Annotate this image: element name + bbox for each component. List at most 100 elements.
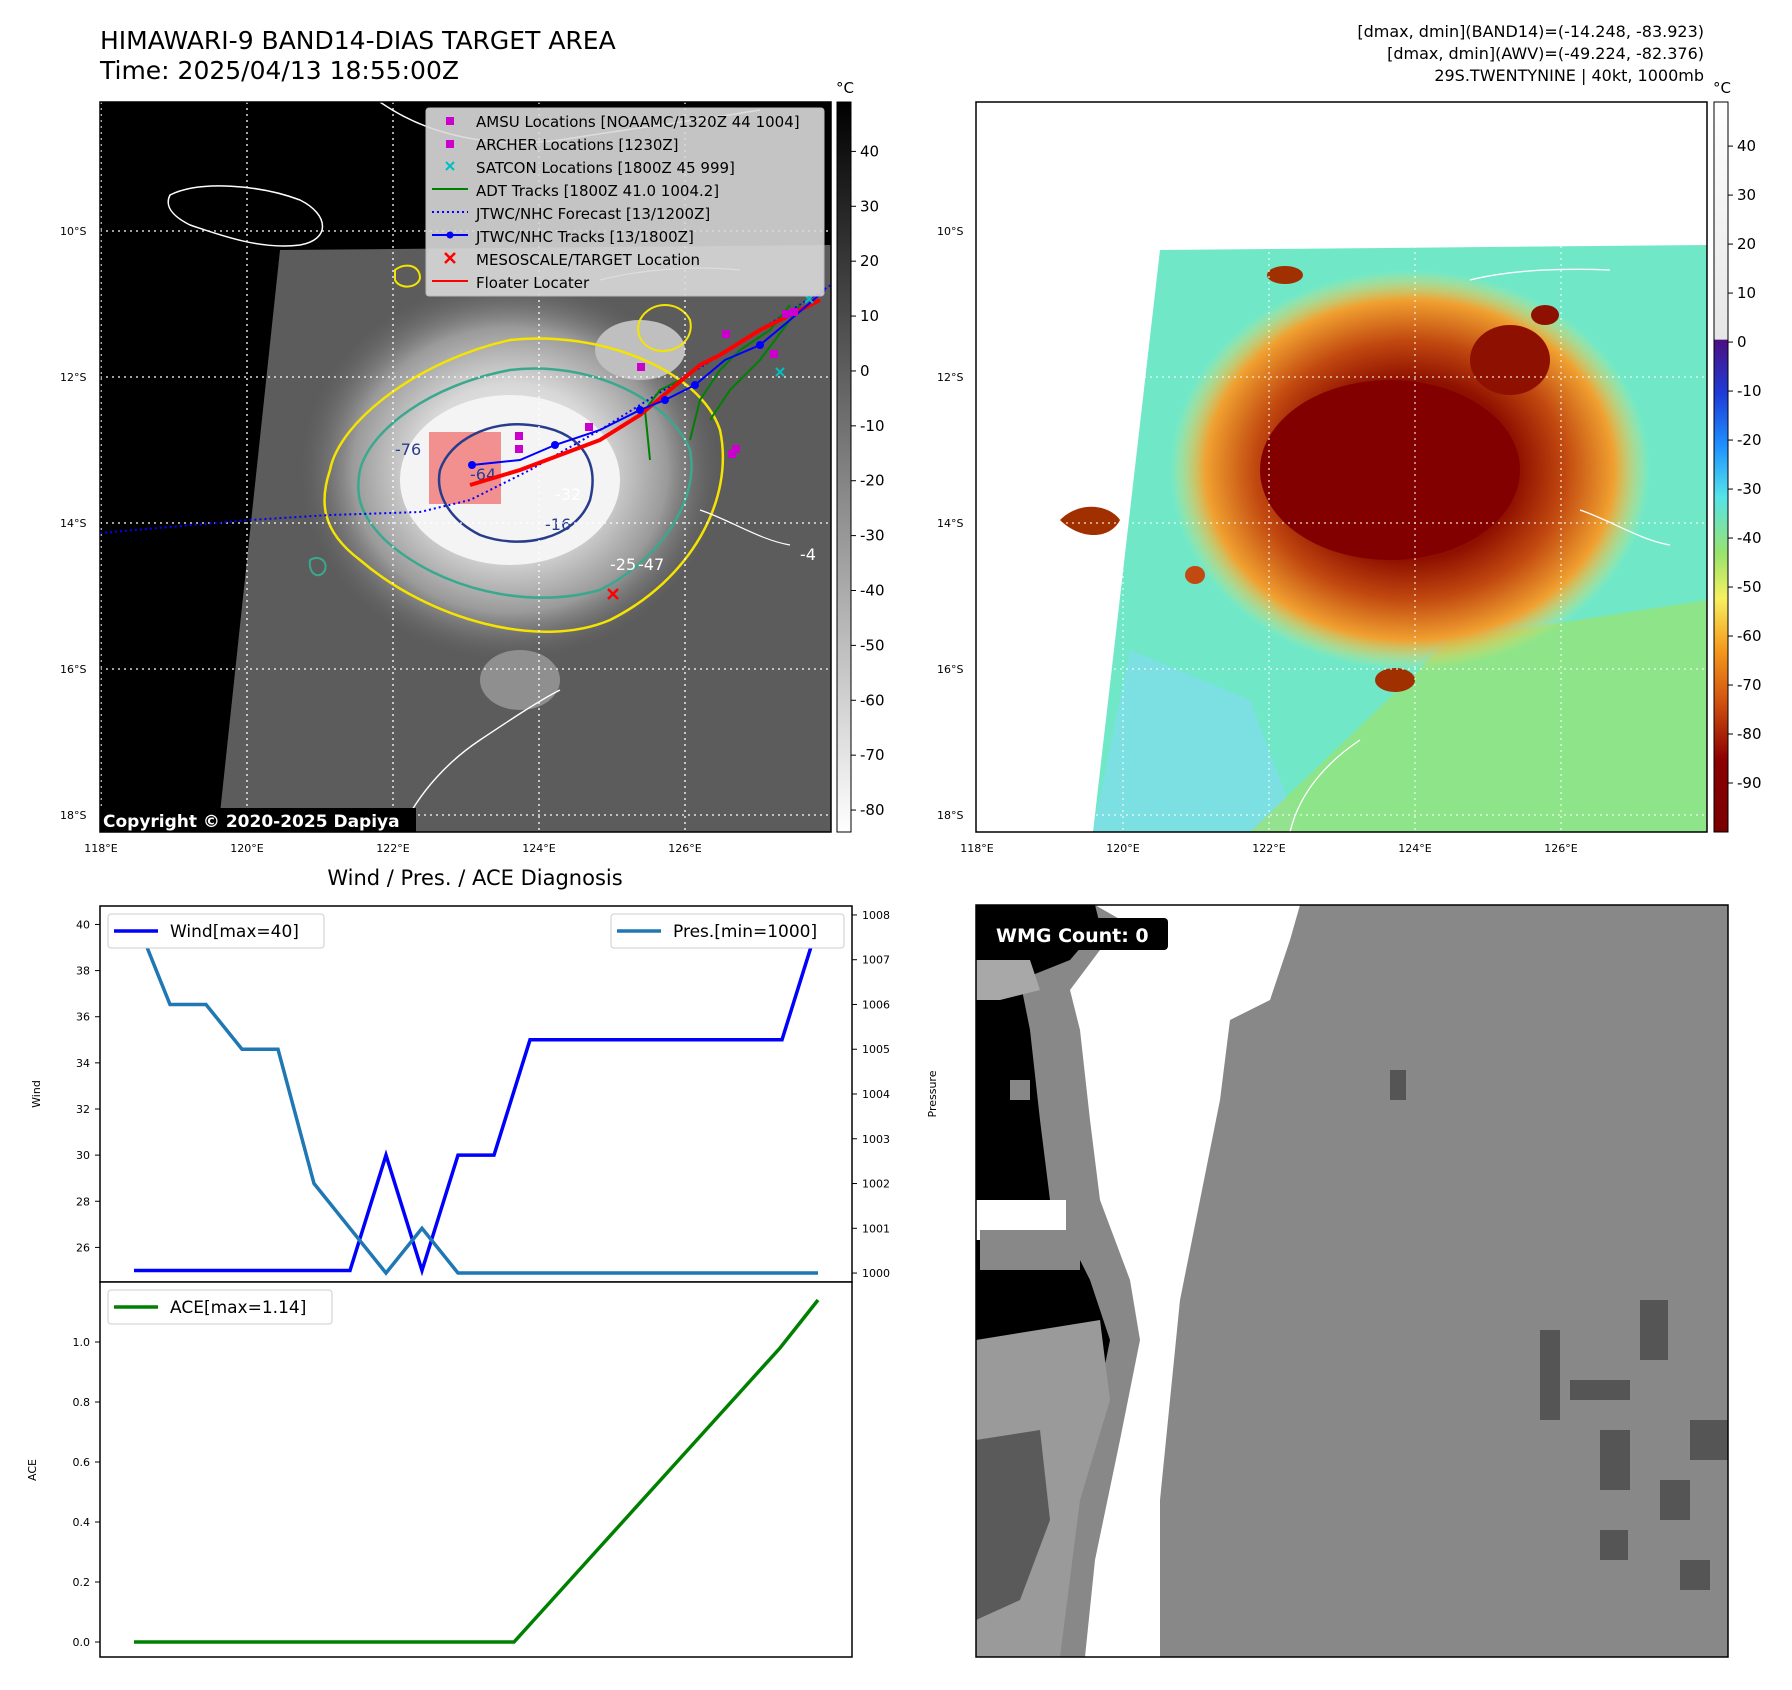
wind-tick-label: 32 (76, 1103, 90, 1116)
contour-label: -25 (610, 555, 636, 574)
colorbar-tick-label: -90 (1737, 774, 1762, 792)
info-awv: [dmax, dmin](AWV)=(-49.224, -82.376) (1387, 44, 1704, 63)
ace-panel: 0.0 0.2 0.4 0.6 0.8 1.0 ACE ACE[max=1.14] (26, 1281, 853, 1658)
ace-tick-label: 0.0 (73, 1636, 91, 1649)
pressure-tick-label: 1000 (862, 1267, 890, 1280)
wind-tick-label: 30 (76, 1149, 90, 1162)
svg-text:120°E: 120°E (1106, 842, 1139, 855)
colorbar-unit: °C (836, 79, 854, 97)
svg-text:16°S: 16°S (60, 663, 86, 676)
legend-jtwc-tracks: JTWC/NHC Tracks [13/1800Z] (475, 228, 694, 246)
pressure-tick-label: 1006 (862, 998, 890, 1011)
contour-label: -4 (800, 545, 816, 564)
svg-text:120°E: 120°E (230, 842, 263, 855)
contour-label: -47 (638, 555, 664, 574)
svg-text:10°S: 10°S (60, 225, 86, 238)
ace-tick-label: 1.0 (73, 1336, 91, 1349)
legend-satcon: SATCON Locations [1800Z 45 999] (476, 159, 735, 177)
svg-text:118°E: 118°E (84, 842, 117, 855)
svg-text:12°S: 12°S (937, 371, 963, 384)
colorbar-tick-label: -50 (860, 636, 885, 654)
legend-jtwc-forecast: JTWC/NHC Forecast [13/1200Z] (475, 205, 710, 223)
pressure-tick-label: 1005 (862, 1043, 890, 1056)
svg-text:10°S: 10°S (937, 225, 963, 238)
amsu-archer-markers (515, 308, 798, 458)
contour-teal (357, 367, 693, 599)
wmg-white-band (1070, 905, 1300, 1657)
colorbar-tick-label: 30 (1737, 186, 1756, 204)
wind-tick-label: 34 (76, 1057, 90, 1070)
contour-label: -32 (555, 485, 581, 504)
coastline (167, 185, 324, 247)
svg-text:124°E: 124°E (522, 842, 555, 855)
pressure-tick-label: 1002 (862, 1178, 890, 1191)
svg-text:14°S: 14°S (60, 517, 86, 530)
colorbar-tick-label: -20 (1737, 431, 1762, 449)
colorbar-tick-label: 30 (860, 197, 879, 215)
awv-cloud-core (1260, 380, 1520, 560)
svg-text:122°E: 122°E (1252, 842, 1285, 855)
contour-yellow (323, 337, 725, 633)
awv-lon-labels: 118°E 120°E 122°E 124°E 126°E (960, 842, 1577, 855)
ir-colorbar: °C 40 30 20 10 0 -10 -20 -30 -40 -50 -60 -70 -80 (836, 79, 885, 833)
svg-text:16°S: 16°S (937, 663, 963, 676)
colorbar-tick-label: 10 (860, 307, 879, 325)
pressure-tick-label: 1001 (862, 1222, 890, 1235)
target-location-marker (607, 588, 619, 600)
svg-text:14°S: 14°S (937, 517, 963, 530)
colorbar-tick-label: -30 (860, 527, 885, 545)
ace-tick-label: 0.6 (73, 1456, 91, 1469)
colorbar-tick-label: -60 (860, 691, 885, 709)
info-band14: [dmax, dmin](BAND14)=(-14.248, -83.923) (1357, 22, 1704, 41)
awv-map-panel: 10°S 12°S 14°S 16°S 18°S 118°E 120°E 122… (937, 101, 1708, 855)
svg-text:126°E: 126°E (1544, 842, 1577, 855)
wmg-count-label: WMG Count: 0 (996, 925, 1149, 947)
wind-tick-label: 36 (76, 1011, 90, 1024)
info-storm: 29S.TWENTYNINE | 40kt, 1000mb (1434, 66, 1704, 85)
colorbar-tick-label: -30 (1737, 480, 1762, 498)
colorbar-tick-label: -40 (1737, 529, 1762, 547)
contour-label: -76 (395, 440, 421, 459)
ace-axis-label: ACE (26, 1459, 39, 1481)
copyright-label: Copyright © 2020-2025 Dapiya (103, 812, 400, 832)
svg-text:126°E: 126°E (668, 842, 701, 855)
legend-amsu: AMSU Locations [NOAAMC/1320Z 44 1004] (476, 113, 800, 131)
svg-text:Pres.[min=1000]: Pres.[min=1000] (673, 922, 817, 942)
wind-tick-label: 40 (76, 918, 90, 931)
legend-adt: ADT Tracks [1800Z 41.0 1004.2] (476, 182, 719, 200)
svg-text:18°S: 18°S (60, 809, 86, 822)
map-legend: AMSU Locations [NOAAMC/1320Z 44 1004] AR… (425, 107, 825, 297)
ir-lat-labels: 10°S 12°S 14°S 16°S 18°S (60, 225, 86, 822)
chart-time: Time: 2025/04/13 18:55:00Z (100, 56, 459, 85)
pressure-tick-label: 1003 (862, 1133, 890, 1146)
colorbar-tick-label: 20 (1737, 235, 1756, 253)
colorbar-tick-label: 20 (860, 252, 879, 270)
ace-tick-label: 0.4 (73, 1516, 91, 1529)
legend-target: MESOSCALE/TARGET Location (476, 251, 700, 269)
colorbar-tick-label: 40 (1737, 137, 1756, 155)
colorbar-tick-label: -80 (860, 801, 885, 819)
awv-gridlines (976, 102, 1707, 832)
colorbar-tick-label: -80 (1737, 725, 1762, 743)
colorbar-tick-label: -10 (860, 417, 885, 435)
svg-text:ACE[max=1.14]: ACE[max=1.14] (170, 1298, 306, 1318)
awv-colorbar: °C 40 30 20 10 0 -10 -20 -30 -40 -50 -60 -70 -80 -90 (1713, 79, 1762, 833)
svg-text:122°E: 122°E (376, 842, 409, 855)
wind-tick-label: 38 (76, 965, 90, 978)
colorbar-tick-label: 0 (860, 362, 870, 380)
colorbar-tick-label: -20 (860, 472, 885, 490)
wind-tick-label: 28 (76, 1195, 90, 1208)
pressure-series (132, 914, 818, 1276)
legend-floater: Floater Locater (476, 274, 590, 292)
colorbar-tick-label: -10 (1737, 382, 1762, 400)
svg-text:118°E: 118°E (960, 842, 993, 855)
wind-series (134, 923, 820, 1277)
wind-legend: Wind[max=40] (107, 913, 325, 949)
colorbar-unit: °C (1713, 79, 1731, 97)
svg-text:12°S: 12°S (60, 371, 86, 384)
diagnosis-title: Wind / Pres. / ACE Diagnosis (327, 866, 622, 890)
chart-title: HIMAWARI-9 BAND14-DIAS TARGET AREA (100, 26, 616, 55)
contour-label: -16 (545, 515, 571, 534)
wind-pressure-panel: 26 28 30 32 34 36 38 40 1000 1001 1002 1003 1004 100… (30, 905, 939, 1283)
